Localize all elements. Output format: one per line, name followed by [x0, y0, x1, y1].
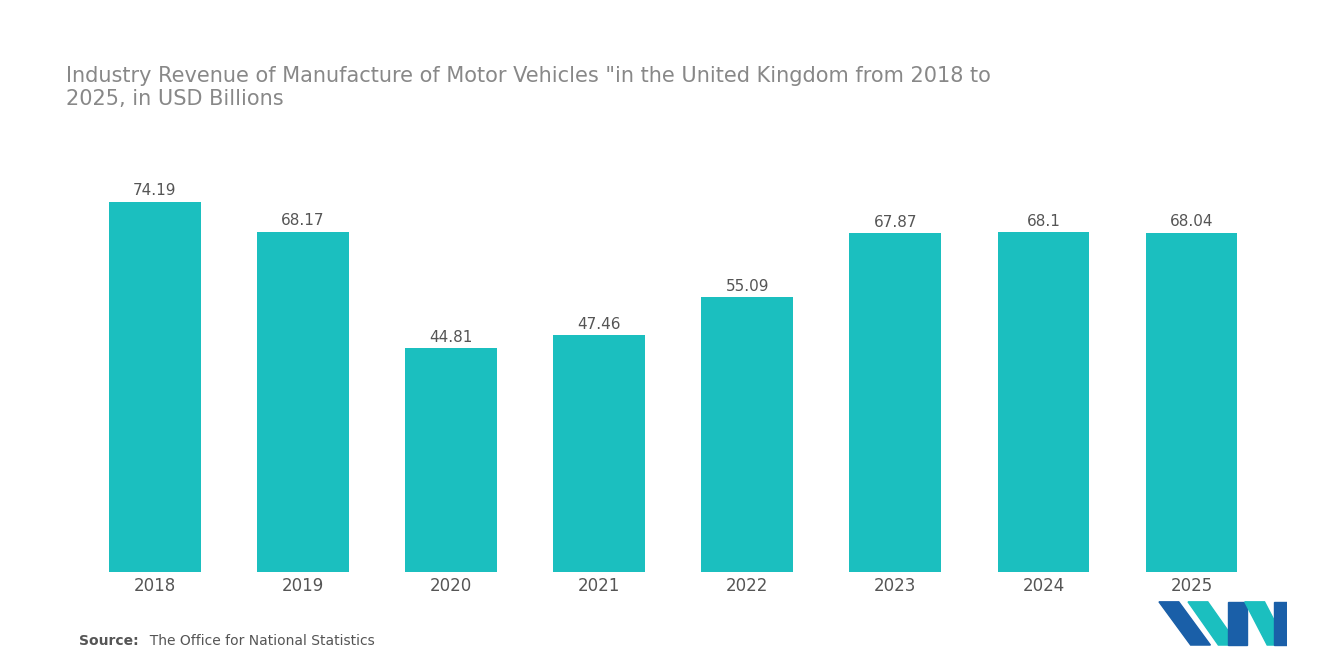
Bar — [701, 297, 793, 572]
Text: Source:: Source: — [79, 634, 139, 648]
Bar — [405, 348, 496, 572]
Polygon shape — [1228, 602, 1247, 645]
Text: 74.19: 74.19 — [133, 184, 177, 198]
Text: 67.87: 67.87 — [874, 215, 917, 230]
Bar — [257, 232, 348, 572]
Text: 47.46: 47.46 — [577, 317, 620, 332]
Polygon shape — [1245, 602, 1287, 645]
Text: The Office for National Statistics: The Office for National Statistics — [141, 634, 375, 648]
Polygon shape — [1274, 602, 1294, 645]
Bar — [1146, 233, 1237, 572]
Text: 68.04: 68.04 — [1170, 214, 1213, 229]
Bar — [553, 335, 645, 572]
Bar — [998, 232, 1089, 572]
Text: 68.17: 68.17 — [281, 213, 325, 228]
Text: 68.1: 68.1 — [1027, 213, 1060, 229]
Polygon shape — [1188, 602, 1238, 645]
Text: 44.81: 44.81 — [429, 330, 473, 345]
Polygon shape — [1159, 602, 1210, 645]
Bar — [850, 233, 941, 572]
Bar — [110, 202, 201, 572]
Text: Industry Revenue of Manufacture of Motor Vehicles "in the United Kingdom from 20: Industry Revenue of Manufacture of Motor… — [66, 66, 991, 109]
Text: 55.09: 55.09 — [726, 279, 770, 294]
